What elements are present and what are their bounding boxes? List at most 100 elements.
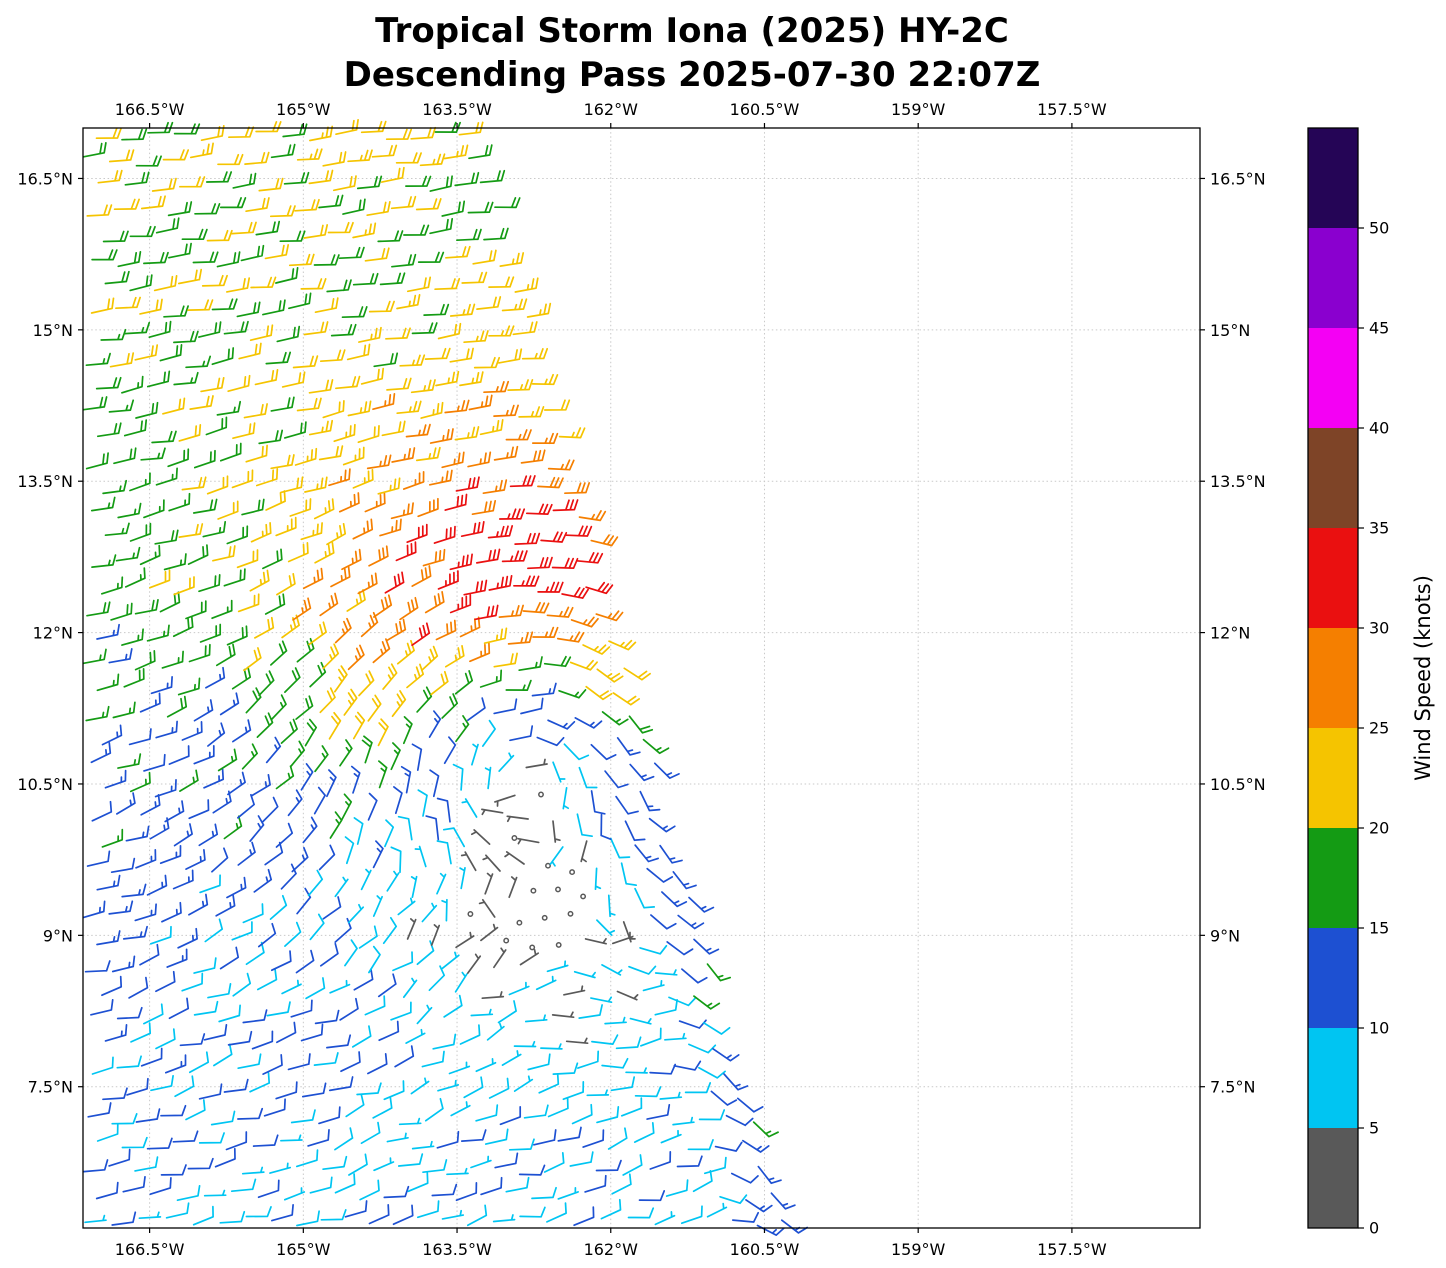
wind-barb	[406, 276, 432, 293]
wind-barb	[86, 601, 111, 617]
wind-barb	[358, 670, 375, 697]
wind-barb	[245, 197, 270, 213]
wind-barb	[441, 693, 459, 719]
wind-barb	[258, 670, 275, 697]
wind-barb	[176, 1184, 201, 1202]
wind-barb	[601, 1057, 629, 1069]
wind-barb	[563, 985, 586, 996]
wind-barb	[383, 1185, 410, 1199]
wind-barb	[237, 1053, 262, 1070]
wind-barb	[455, 1182, 478, 1202]
wind-barb	[402, 977, 418, 999]
wind-barb	[535, 975, 557, 991]
wind-barb	[710, 1090, 738, 1106]
wind-barb	[419, 153, 446, 167]
wind-barb	[352, 272, 379, 286]
wind-barb	[703, 1156, 727, 1175]
wind-barb	[185, 848, 206, 870]
wind-barb	[508, 1138, 535, 1151]
y-tick-label-right: 10.5°N	[1210, 775, 1266, 794]
calm-wind-marker	[503, 937, 510, 944]
wind-barb	[366, 200, 391, 217]
wind-barb	[416, 1004, 433, 1025]
wind-barb	[121, 883, 147, 898]
wind-barb	[162, 397, 186, 415]
wind-barb	[140, 794, 161, 816]
wind-barb	[407, 1172, 429, 1193]
wind-barb	[129, 274, 153, 292]
wind-barb	[139, 544, 161, 566]
wind-barb	[441, 951, 460, 970]
colorbar-segment	[1308, 928, 1358, 1028]
wind-barb	[600, 1198, 622, 1220]
wind-barb	[85, 705, 110, 722]
calm-wind-marker	[511, 835, 518, 841]
wind-barb	[731, 1211, 760, 1223]
colorbar-tick-label: 45	[1369, 319, 1389, 338]
wind-barb	[211, 847, 229, 873]
wind-barb	[206, 229, 233, 242]
wind-barb	[91, 1056, 114, 1075]
colorbar-tick-label: 20	[1369, 819, 1389, 838]
wind-barb	[446, 1167, 469, 1176]
wind-barb	[124, 567, 146, 588]
wind-barb	[435, 619, 457, 641]
wind-barb	[124, 321, 151, 335]
wind-barb	[334, 876, 349, 898]
wind-barb	[265, 490, 286, 511]
wind-barb	[223, 320, 249, 335]
wind-barb	[333, 665, 348, 693]
wind-barb	[91, 800, 113, 822]
wind-barb	[424, 347, 451, 360]
wind-barb	[166, 695, 188, 718]
wind-barb	[225, 1131, 248, 1151]
wind-barb	[238, 342, 262, 360]
wind-barb	[283, 421, 307, 439]
wind-barb	[296, 1210, 320, 1227]
wind-barb	[396, 400, 422, 415]
wind-barb	[577, 1050, 600, 1069]
wind-barb	[411, 743, 423, 771]
wind-barb	[497, 348, 523, 364]
wind-barb	[454, 426, 480, 441]
wind-barb	[146, 874, 168, 896]
wind-barb	[360, 367, 385, 385]
wind-barb	[390, 502, 414, 520]
wind-barb	[225, 277, 251, 293]
wind-barb	[305, 977, 326, 1000]
wind-barb	[276, 325, 301, 343]
wind-barb	[356, 175, 383, 190]
wind-barb	[276, 1021, 297, 1044]
wind-barb	[219, 692, 240, 716]
wind-barb	[269, 894, 288, 920]
wind-barb	[372, 638, 391, 664]
wind-barb	[513, 1040, 537, 1048]
wind-barb	[211, 298, 238, 311]
wind-barb	[300, 522, 323, 541]
wind-barb	[326, 1034, 352, 1049]
wind-barb	[288, 292, 312, 310]
wind-barb	[187, 544, 209, 565]
wind-barb	[217, 500, 239, 520]
wind-barb	[86, 204, 113, 217]
wind-barb	[90, 999, 114, 1016]
wind-barb	[475, 548, 501, 564]
wind-barb	[232, 172, 257, 189]
wind-barb	[470, 1008, 494, 1017]
wind-barb	[692, 1170, 713, 1193]
wind-barb	[505, 429, 532, 441]
wind-barb	[582, 644, 611, 655]
wind-barb	[410, 1077, 430, 1095]
wind-barb	[379, 272, 406, 286]
wind-barb	[342, 198, 366, 215]
wind-barb	[250, 276, 277, 289]
wind-barb	[421, 902, 438, 923]
wind-barb	[501, 1050, 522, 1066]
wind-barb	[494, 1152, 519, 1169]
wind-barb	[378, 1020, 400, 1042]
wind-barb	[96, 673, 120, 692]
wind-barb	[634, 1086, 662, 1098]
wind-barb	[115, 296, 141, 310]
wind-barb	[386, 870, 400, 892]
wind-barb	[441, 451, 465, 469]
